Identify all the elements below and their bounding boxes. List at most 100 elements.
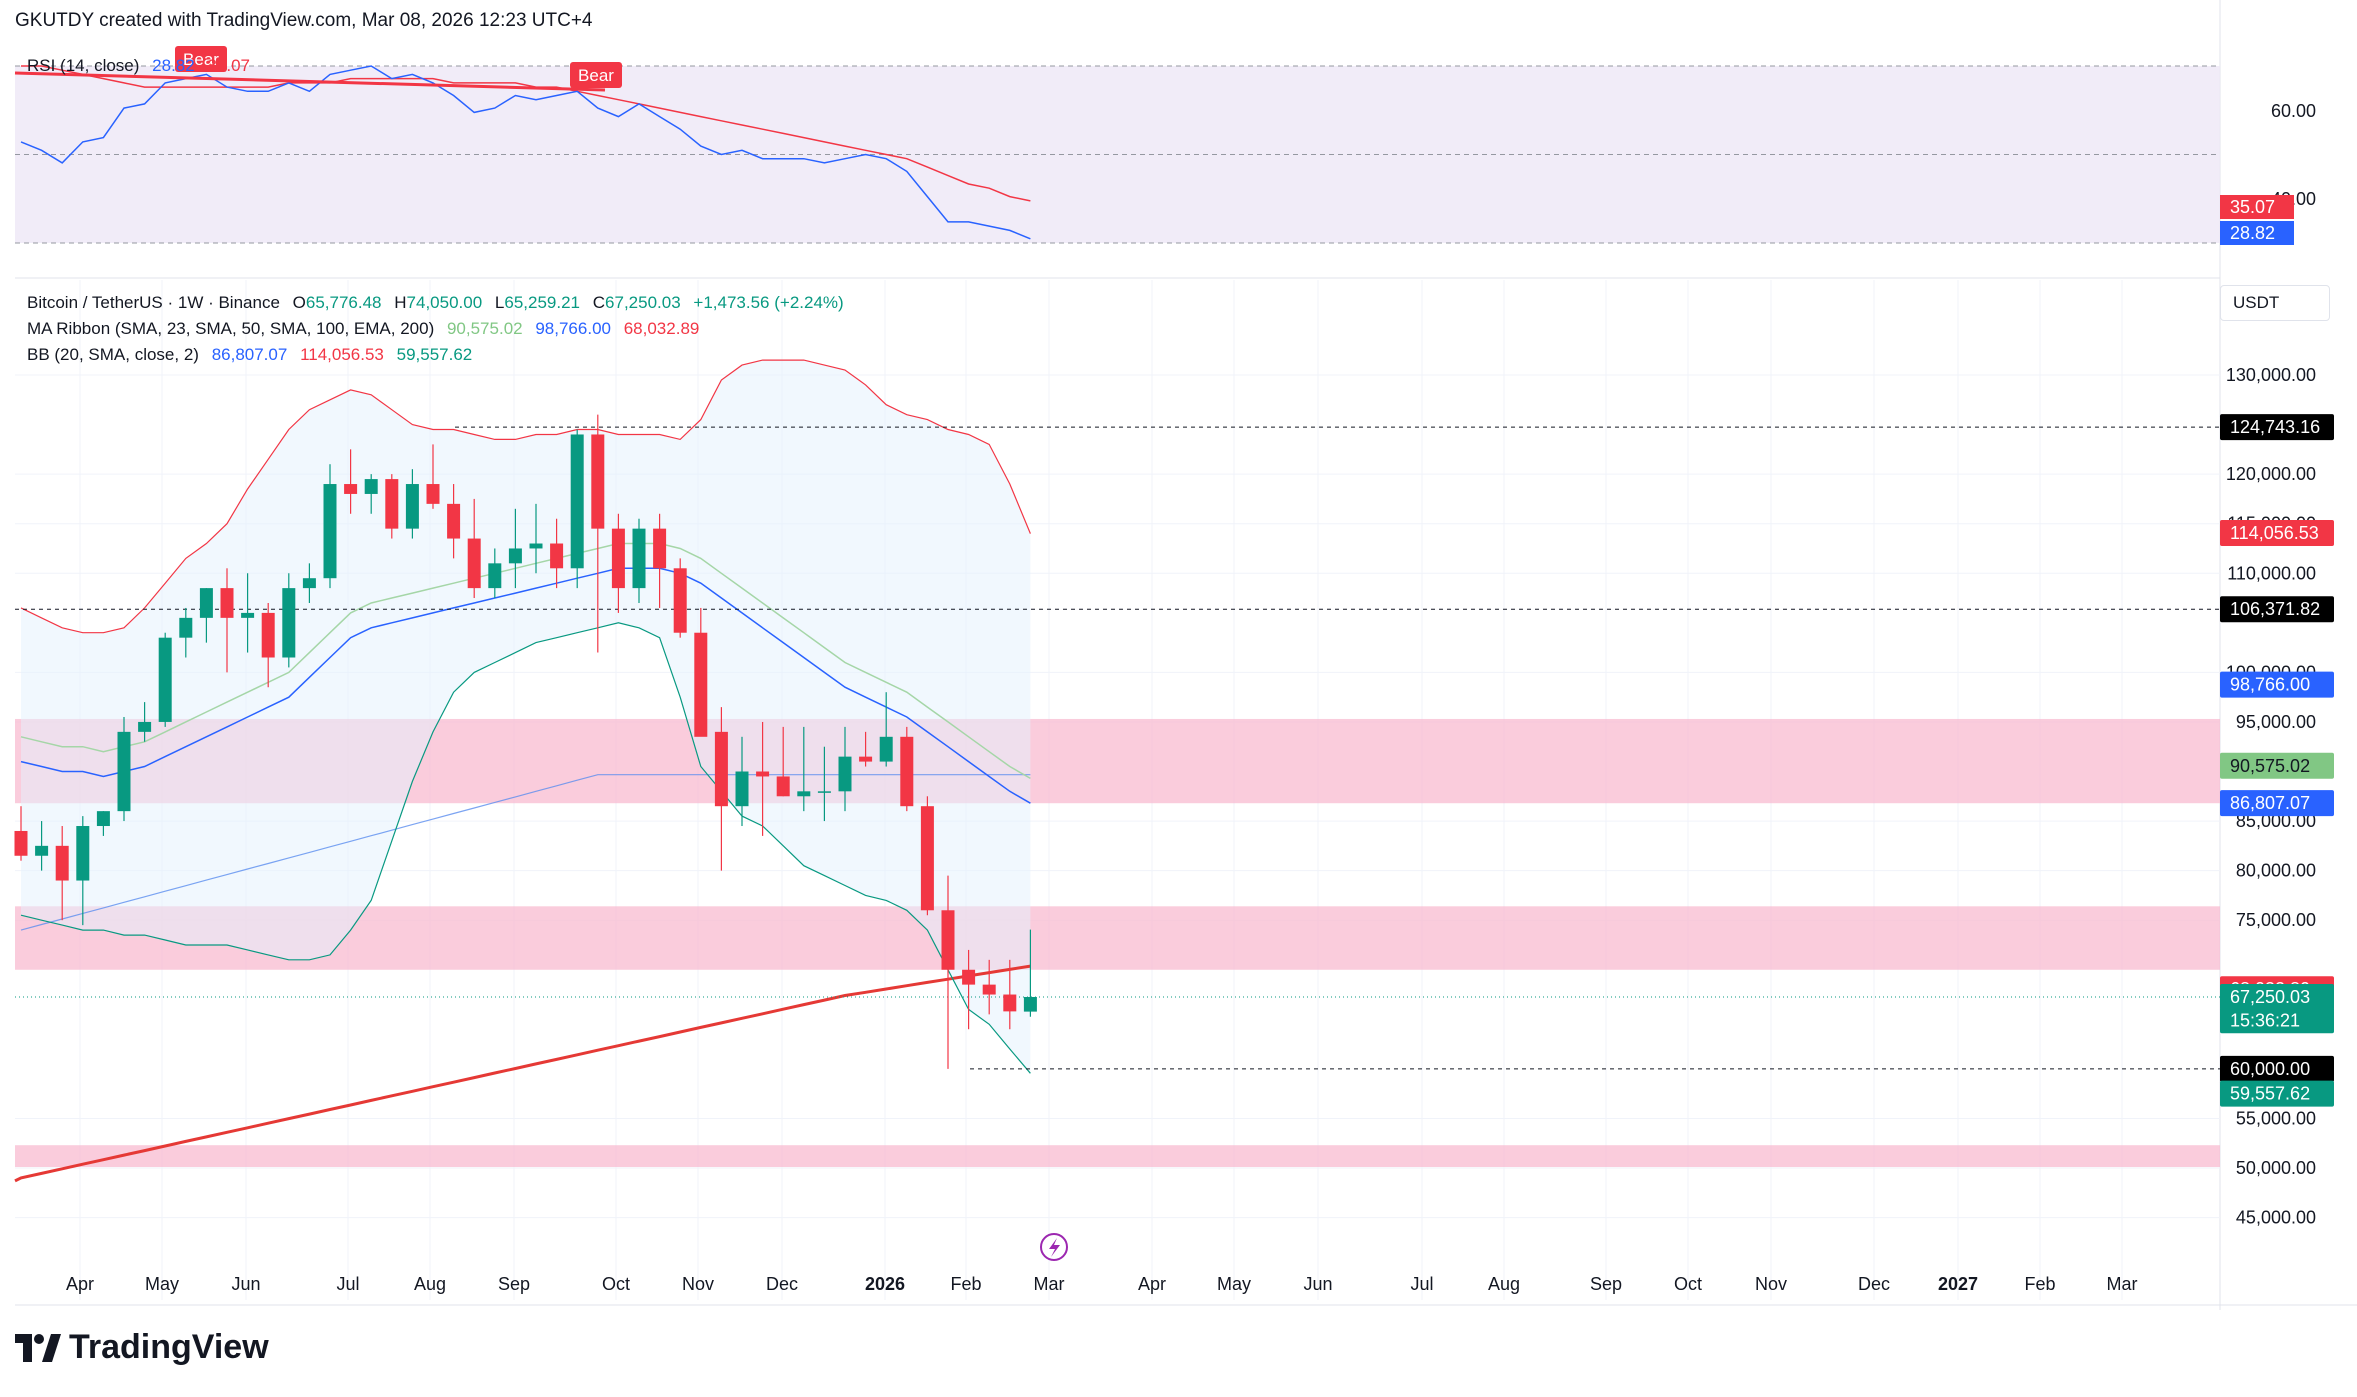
- rsi-value-tag: 35.07: [2220, 195, 2294, 219]
- rsi-legend: RSI (14, close) 28.82 35.07: [27, 56, 258, 76]
- price-tag-text: 67,250.03: [2230, 987, 2310, 1007]
- rsi-divergence-line: [14, 71, 606, 92]
- candle-body: [447, 503, 461, 539]
- rsi-pane: Bear Bear: [14, 0, 2357, 1310]
- candle-body: [714, 731, 728, 807]
- ma-value-2: 98,766.00: [535, 319, 611, 338]
- candle-body: [550, 543, 564, 569]
- time-tick-label: Feb: [2024, 1274, 2055, 1294]
- rsi-tick-label: 60.00: [2271, 101, 2316, 121]
- bb-lower-line: [20, 622, 1031, 1074]
- price-tick-label: 75,000.00: [2236, 910, 2316, 930]
- price-tag: 106,371.82: [2220, 596, 2334, 623]
- bb-value-2: 114,056.53: [300, 345, 384, 364]
- candle-body: [920, 806, 934, 911]
- price-tag-text: 15:36:21: [2230, 1010, 2300, 1030]
- time-tick-label: Feb: [950, 1274, 981, 1294]
- time-tick-label: Dec: [1858, 1274, 1890, 1294]
- ema-200-line: [14, 964, 1031, 1183]
- bb-value-1: 86,807.07: [211, 345, 288, 364]
- candle-body: [570, 434, 584, 569]
- candle-body: [694, 632, 708, 737]
- candle-body: [199, 588, 213, 618]
- price-tick-label: 55,000.00: [2236, 1108, 2316, 1128]
- lightning-icon: [1040, 1233, 1068, 1261]
- candle-body: [797, 791, 811, 797]
- candle-body: [735, 771, 749, 807]
- time-tick-label: Jul: [1410, 1274, 1433, 1294]
- time-tick-label: Jul: [336, 1274, 359, 1294]
- candle-body: [776, 776, 790, 797]
- time-tick-label: Aug: [414, 1274, 446, 1294]
- candle-body: [900, 736, 914, 807]
- candle-body: [158, 637, 172, 722]
- candle-body: [1003, 994, 1017, 1012]
- supply-demand-zone: [15, 906, 2220, 970]
- price-tag-text: 90,575.02: [2230, 756, 2310, 776]
- candle-body: [982, 984, 996, 995]
- price-tag: 124,743.16: [2220, 414, 2334, 441]
- high-value: 74,050.00: [406, 293, 483, 312]
- ma-value-3: 68,032.89: [623, 319, 700, 338]
- price-axis[interactable]: 130,000.00120,000.00115,000.00110,000.00…: [2220, 101, 2334, 1228]
- price-tag-text: 106,371.82: [2230, 599, 2320, 619]
- price-tag-text: 114,056.53: [2230, 523, 2319, 543]
- price-tick-label: 95,000.00: [2236, 712, 2316, 732]
- price-tag-text: 59,557.62: [2230, 1084, 2310, 1104]
- time-tick-label: Mar: [1034, 1274, 1065, 1294]
- rsi-ma-value: 35.07: [207, 56, 250, 75]
- candle-body: [611, 528, 625, 589]
- price-tag: 114,056.53: [2220, 520, 2334, 547]
- tradingview-logo[interactable]: TradingView: [15, 1328, 269, 1367]
- symbol-title: Bitcoin / TetherUS · 1W · Binance: [27, 293, 280, 312]
- time-tick-label: May: [1217, 1274, 1251, 1294]
- price-tag: 67,250.03: [2220, 984, 2334, 1011]
- price-tag: 90,575.02: [2220, 752, 2334, 779]
- candle-body: [179, 617, 193, 638]
- time-axis[interactable]: Apr May Jun Jul Aug Sep Oct Nov Dec 2026 Feb Mar Apr…: [66, 1274, 2138, 1294]
- time-tick-label: May: [145, 1274, 179, 1294]
- candle-body: [241, 612, 255, 618]
- candle-body: [488, 563, 502, 589]
- candle-body: [941, 910, 955, 970]
- time-tick-label: Nov: [682, 1274, 714, 1294]
- time-tick-label: 2027: [1938, 1274, 1978, 1294]
- bb-upper-line: [20, 359, 1031, 634]
- price-tick-label: 120,000.00: [2226, 464, 2316, 484]
- rsi-value-tag: 28.82: [2220, 221, 2294, 245]
- sma-50-line: [20, 542, 1031, 780]
- price-tag: 59,557.62: [2220, 1080, 2334, 1107]
- candle-body: [632, 528, 646, 589]
- close-value: 67,250.03: [605, 293, 681, 312]
- price-tag-text: 124,743.16: [2230, 417, 2320, 437]
- price-tick-label: 80,000.00: [2236, 861, 2316, 881]
- candle-body: [673, 568, 687, 633]
- time-tick-label: Oct: [1674, 1274, 1702, 1294]
- candle-body: [467, 538, 481, 589]
- candle-body: [76, 826, 90, 881]
- supply-demand-zone: [15, 1145, 2220, 1168]
- rsi-value: 28.82: [152, 56, 195, 75]
- time-tick-label: Aug: [1488, 1274, 1520, 1294]
- candle-body: [35, 845, 49, 856]
- low-value: 65,259.21: [504, 293, 581, 312]
- price-tag: 60,000.00: [2220, 1055, 2334, 1082]
- candle-body: [529, 543, 543, 549]
- time-tick-label: 2026: [865, 1274, 905, 1294]
- bear-label-text: Bear: [578, 66, 614, 85]
- chart-header: GKUTDY created with TradingView.com, Mar…: [15, 10, 593, 31]
- time-tick-label: Mar: [2107, 1274, 2138, 1294]
- candle-body: [220, 588, 234, 618]
- ma-value-1: 90,575.02: [446, 319, 523, 338]
- brand-name: TradingView: [69, 1328, 269, 1366]
- time-tick-label: Sep: [498, 1274, 530, 1294]
- candle-body: [508, 548, 522, 564]
- currency-unit-button[interactable]: USDT: [2220, 285, 2330, 321]
- time-tick-label: Dec: [766, 1274, 798, 1294]
- price-tick-label: 50,000.00: [2236, 1158, 2316, 1178]
- price-tick-label: 130,000.00: [2226, 365, 2316, 385]
- candle-body: [653, 528, 667, 569]
- bear-label: Bear: [175, 46, 227, 72]
- candle-body: [344, 484, 358, 494]
